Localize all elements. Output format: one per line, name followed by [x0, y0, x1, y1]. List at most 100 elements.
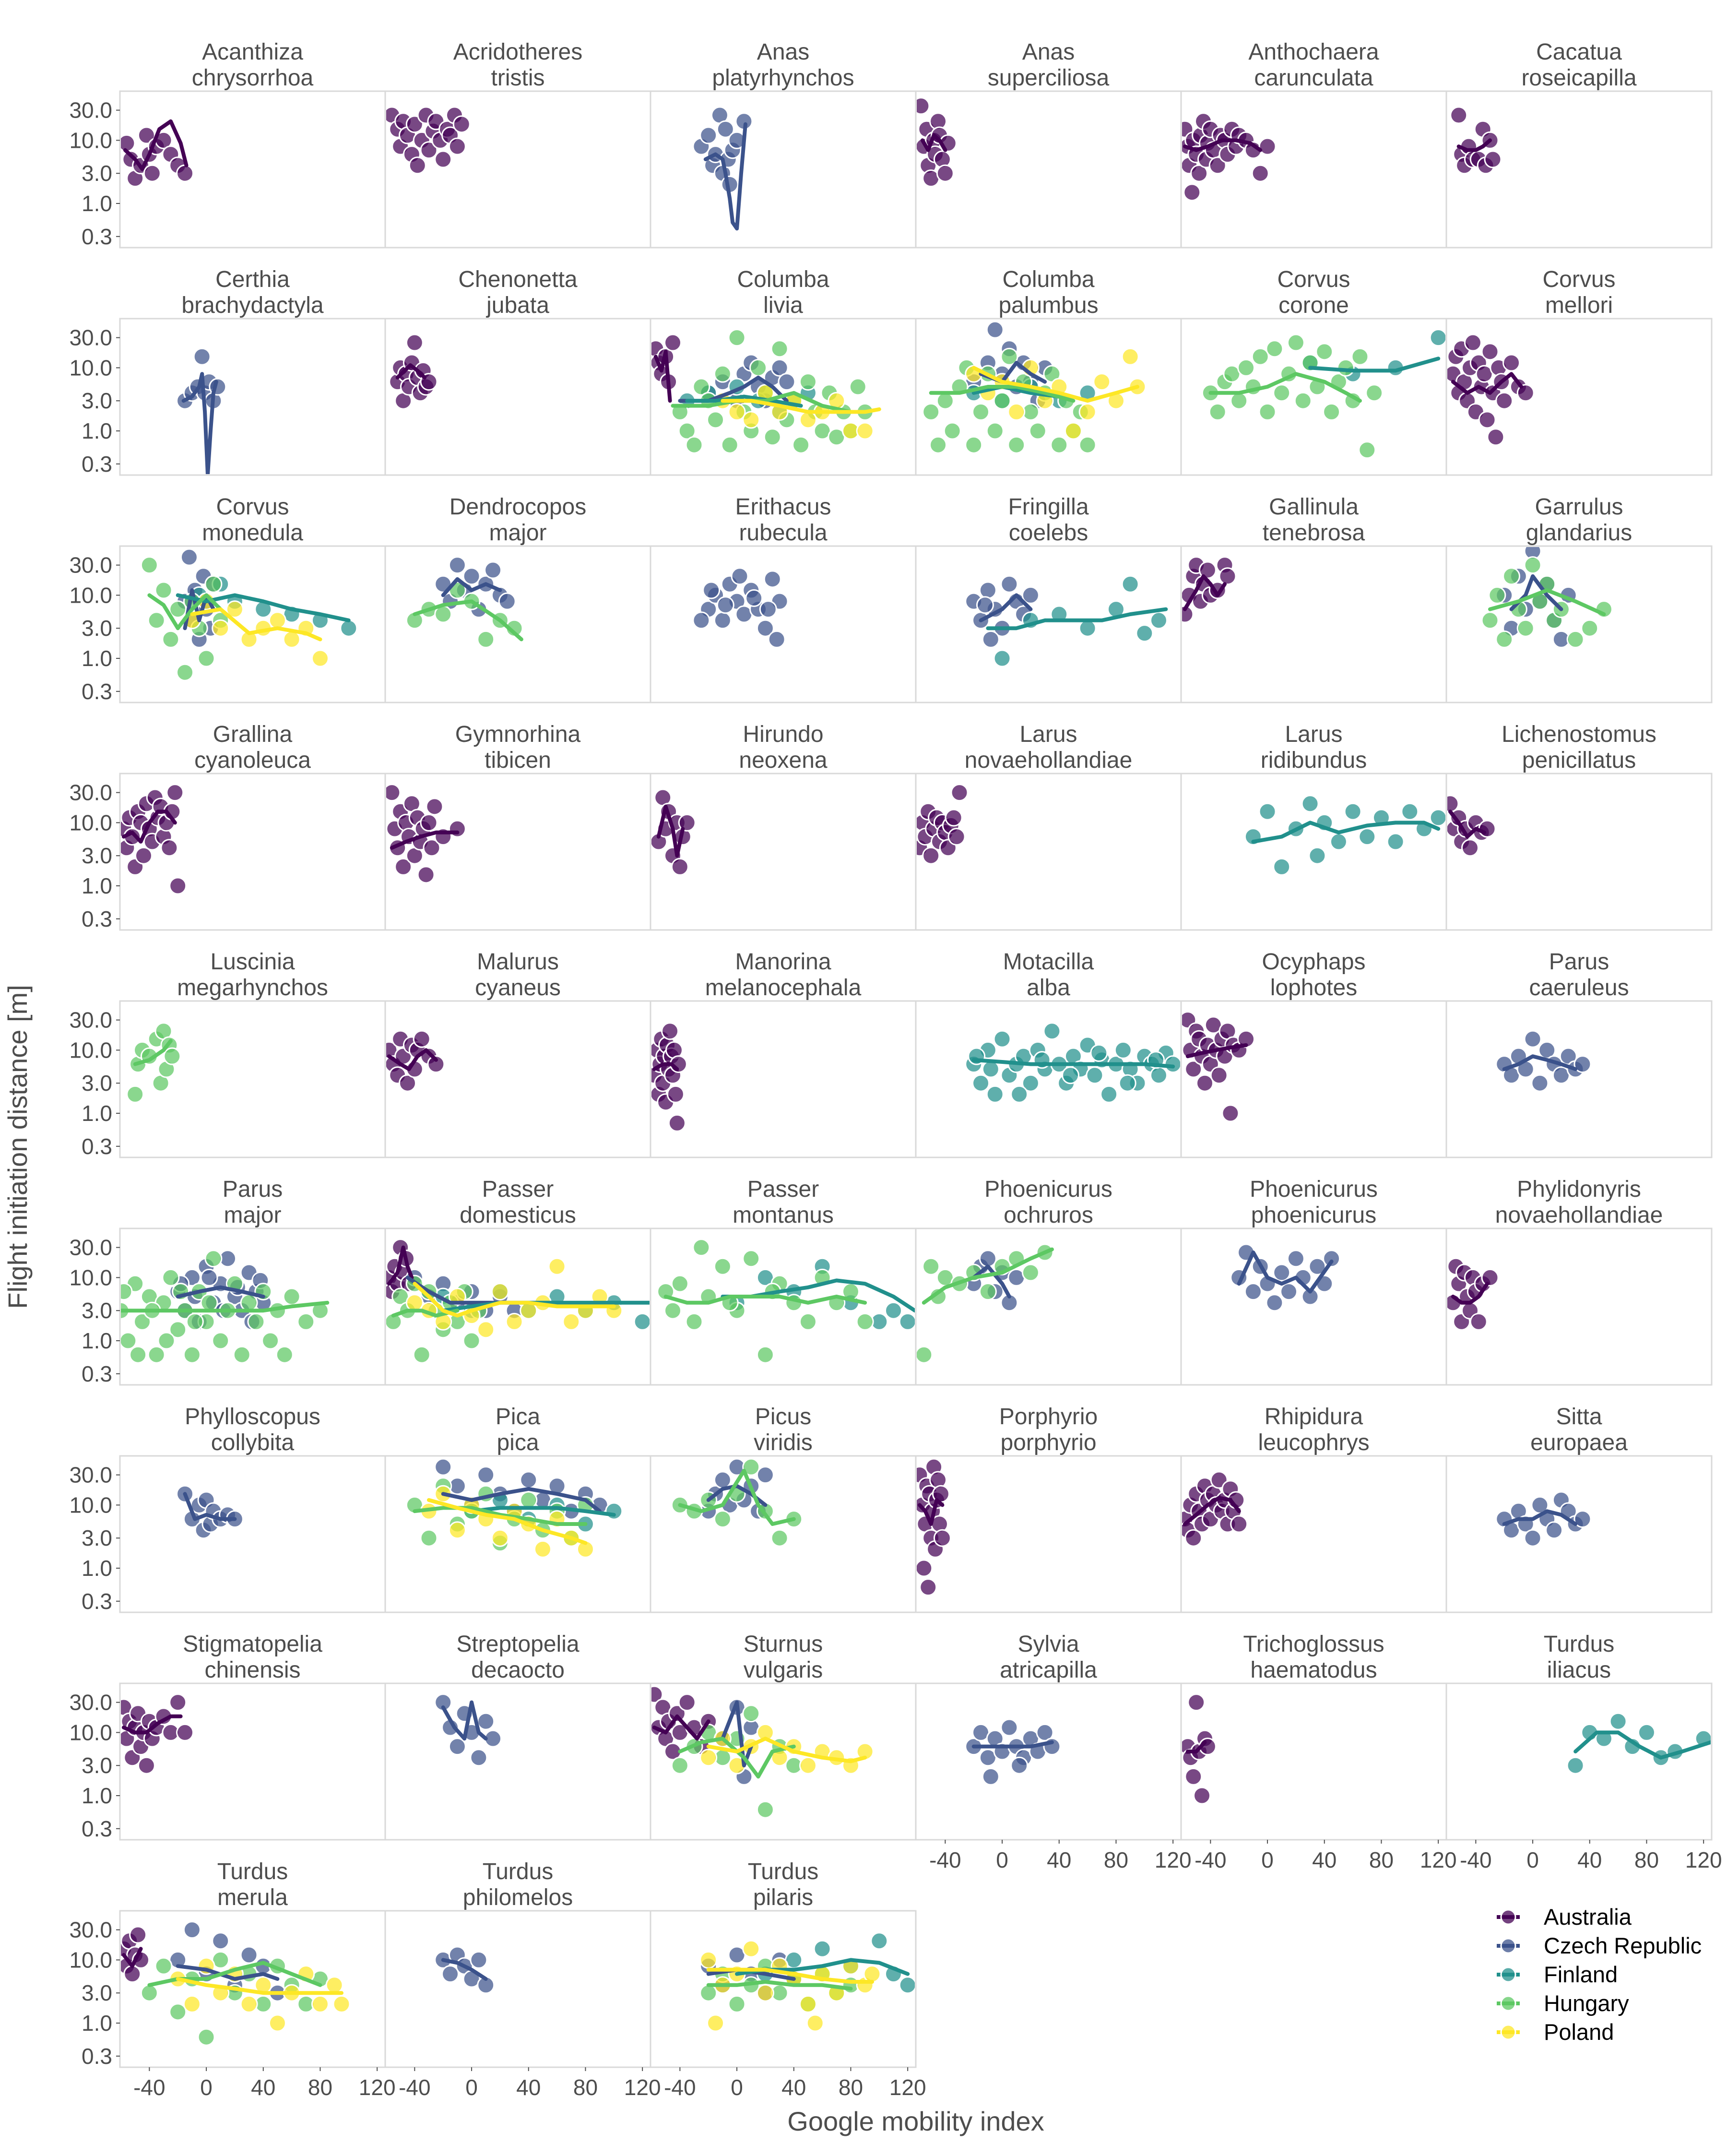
data-point	[692, 1239, 710, 1257]
data-point	[799, 1312, 817, 1331]
x-tick-label: 40	[1312, 1847, 1337, 1872]
strip-title-line: glandarius	[1526, 520, 1632, 546]
series-australia	[651, 1022, 687, 1132]
data-point	[799, 373, 817, 391]
panel-plot	[917, 1243, 1054, 1364]
data-point	[707, 411, 725, 429]
strip-title: Lichenostomus penicillatus	[1502, 722, 1656, 773]
x-tick-label: 120	[1420, 1847, 1457, 1872]
data-point	[799, 1756, 817, 1775]
strip-title-line: platyrhynchos	[712, 65, 854, 91]
trend-line-australia	[1451, 1282, 1490, 1305]
data-point	[917, 1559, 933, 1577]
data-point	[1208, 403, 1227, 421]
data-point	[162, 1268, 180, 1286]
strip-title-line: europaea	[1530, 1430, 1628, 1455]
x-tick-label: -40	[929, 1847, 961, 1872]
strip-title-line: Passer	[482, 1177, 554, 1202]
panel-trichoglossus-haematodus: Trichoglossus haematodus -40 0 40 80 120	[1180, 1632, 1457, 1872]
data-point	[856, 1742, 874, 1761]
strip-title: Trichoglossus haematodus	[1243, 1632, 1384, 1683]
data-point	[240, 1995, 258, 2013]
trend-line-australia	[1451, 372, 1524, 395]
data-point	[745, 589, 763, 607]
data-point	[240, 1946, 258, 1964]
data-point	[1481, 611, 1499, 630]
x-tick-label: 0	[996, 1847, 1008, 1872]
strip-title: Manorina melanocephala	[705, 949, 862, 1001]
data-point	[1524, 1529, 1542, 1547]
strip-title-line: Acanthiza	[202, 39, 303, 65]
strip-title-line: collybita	[211, 1430, 295, 1455]
panel-phylloscopus-collybita: Phylloscopus collybita 0.3 1.0 3.0 10.0 30.0	[69, 1404, 386, 1614]
trend-line-australia	[1448, 810, 1487, 839]
data-point	[1021, 1074, 1040, 1092]
data-point	[979, 1283, 997, 1301]
panel-plot	[651, 1022, 687, 1132]
data-point	[325, 1976, 343, 1994]
strip-title-line: tibicen	[485, 748, 551, 773]
x-tick-label: 80	[839, 2075, 863, 2100]
data-point	[1210, 1066, 1228, 1084]
x-tick-label: 120	[1155, 1847, 1192, 1872]
series-australia	[917, 1458, 951, 1596]
data-point	[1329, 833, 1348, 851]
data-point	[233, 1346, 251, 1364]
panel-grallina-cyanoleuca: Grallina cyanoleuca 0.3 1.0 3.0 10.0 30.0	[69, 722, 386, 931]
data-point	[448, 820, 466, 838]
y-tick-label: 10.0	[69, 1720, 112, 1745]
panel-plot	[1450, 106, 1502, 175]
strip-title-line: Corvus	[216, 494, 289, 520]
strip-title: Corvus monedula	[202, 494, 303, 546]
data-point	[1244, 1283, 1262, 1301]
x-tick-label: 0	[731, 2075, 743, 2100]
strip-title-line: livia	[763, 293, 803, 318]
panel-acanthiza-chrysorrhoa: Acanthiza chrysorrhoa 0.3 1.0 3.0 10.0 30.0	[69, 39, 386, 249]
data-point	[420, 1529, 438, 1547]
data-point	[1516, 619, 1535, 637]
data-point	[163, 1047, 181, 1065]
data-point	[671, 858, 689, 876]
strip-title: Turdus philomelos	[463, 1859, 573, 1910]
x-tick-label: 40	[251, 2075, 275, 2100]
panel-passer-montanus: Passer montanus	[650, 1177, 917, 1386]
strip-title-line: Manorina	[735, 949, 831, 975]
data-point	[768, 630, 786, 648]
data-point	[408, 156, 426, 175]
data-point	[1193, 1787, 1211, 1805]
y-tick-label: 30.0	[69, 1008, 112, 1033]
panel-plot	[651, 788, 696, 876]
strip-title-line: phoenicurus	[1251, 1203, 1377, 1228]
panel-plot	[121, 784, 187, 895]
panel-plot	[917, 1458, 951, 1596]
trend-line-poland	[721, 399, 881, 414]
panel-frame	[1180, 1227, 1447, 1386]
data-point	[756, 1466, 774, 1484]
trend-line-australia	[123, 119, 189, 171]
y-tick-label: 0.3	[82, 452, 112, 476]
trend-line-hungary	[671, 391, 853, 414]
panel-parus-caeruleus: Parus caeruleus	[1445, 949, 1713, 1158]
data-point	[756, 1800, 774, 1819]
series-poland	[699, 1940, 881, 2032]
data-point	[664, 334, 682, 352]
strip-title: Larus novaehollandiae	[965, 722, 1133, 773]
strip-title-line: Corvus	[1542, 267, 1615, 292]
data-point	[699, 1749, 718, 1767]
trend-line-hungary	[663, 1295, 867, 1305]
data-point	[1050, 436, 1068, 454]
strip-title-line: Porphyrio	[999, 1404, 1098, 1429]
data-point	[1566, 630, 1585, 648]
panel-plot	[140, 548, 358, 681]
data-point	[972, 403, 990, 421]
data-point	[1208, 156, 1227, 175]
x-tick-label: -40	[664, 2075, 696, 2100]
panel-parus-major: Parus major 0.3 1.0 3.0 10.0 30.0	[69, 1177, 386, 1386]
data-point	[702, 581, 721, 599]
data-point	[129, 1926, 147, 1944]
strip-title-line: philomelos	[463, 1885, 573, 1910]
y-tick-label: 0.3	[82, 224, 112, 249]
panel-motacilla-alba: Motacilla alba	[915, 949, 1182, 1158]
y-tick-label: 30.0	[69, 553, 112, 578]
data-point	[417, 866, 435, 884]
